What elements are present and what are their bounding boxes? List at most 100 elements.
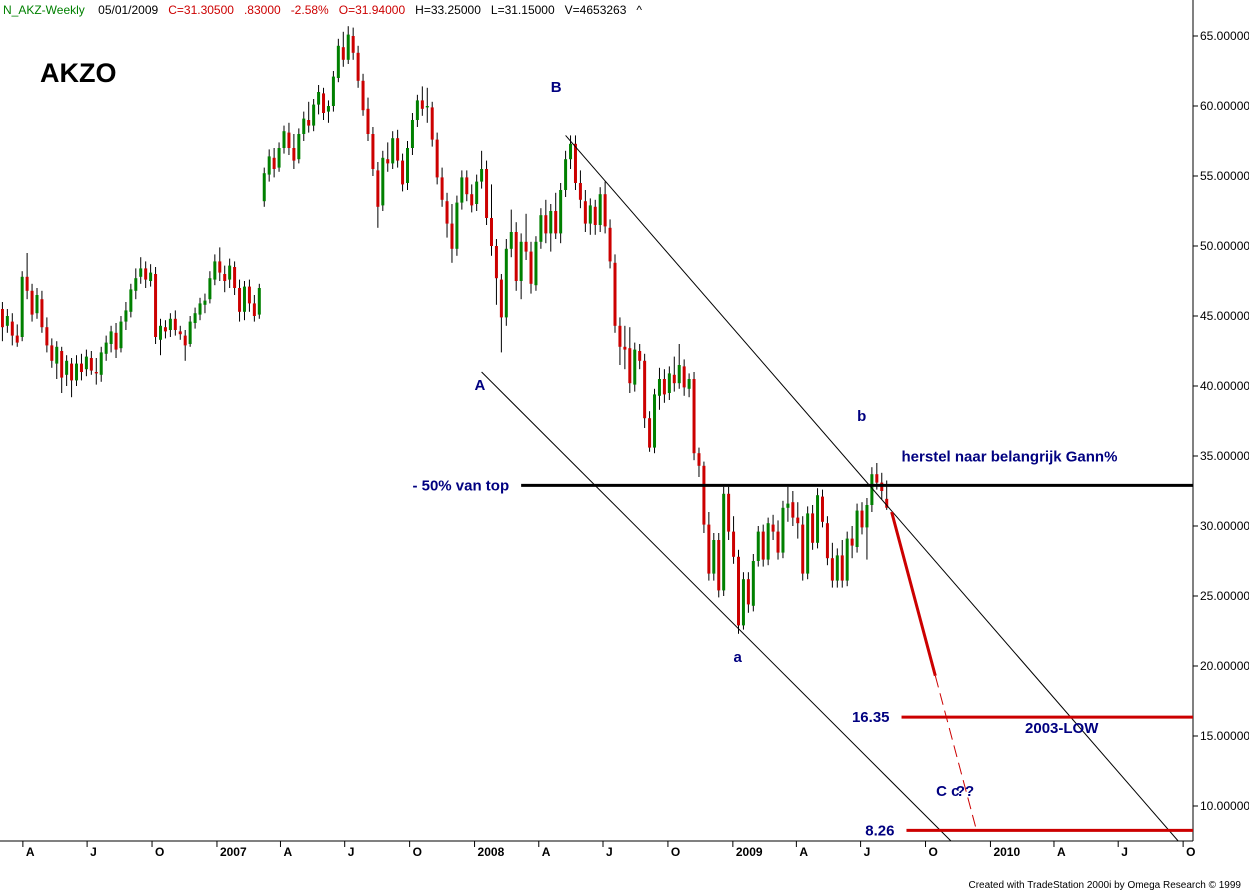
candle-body <box>70 363 74 381</box>
candle-body <box>218 261 222 273</box>
candle-body <box>75 363 79 381</box>
candle-body <box>677 365 681 384</box>
candle-body <box>702 465 706 525</box>
candle-body <box>509 232 513 249</box>
candle-body <box>801 524 805 574</box>
x-tick-label: A <box>542 845 551 859</box>
candle-body <box>410 120 414 148</box>
candle-body <box>267 156 271 175</box>
x-tick-label: J <box>864 845 871 859</box>
candle-body <box>776 531 780 553</box>
candle-body <box>55 346 59 364</box>
candle-body <box>717 540 721 591</box>
y-tick-label: 30.00000 <box>1200 519 1249 533</box>
candle-body <box>603 194 607 227</box>
candle-body <box>307 120 311 126</box>
candle-body <box>238 288 242 312</box>
candle-body <box>855 510 859 547</box>
candle-body <box>163 327 167 332</box>
candle-body <box>583 201 587 224</box>
candle-body <box>692 379 696 454</box>
candle-body <box>1 309 4 328</box>
candle-body <box>154 274 158 337</box>
candle-body <box>60 351 64 378</box>
candle-body <box>480 169 484 182</box>
candle-body <box>450 223 454 249</box>
low-label: L=31.15000 <box>490 3 555 17</box>
candle-body <box>356 52 360 81</box>
candle-body <box>519 241 523 281</box>
candle-body <box>104 342 108 354</box>
y-tick-label: 55.00000 <box>1200 169 1249 183</box>
candle-body <box>183 335 187 346</box>
candle-body <box>786 503 790 508</box>
candle-body <box>593 206 597 225</box>
candle-body <box>697 453 701 466</box>
candle-body <box>228 265 232 280</box>
candle-body <box>272 157 276 169</box>
candle-body <box>811 513 815 543</box>
level-label: - 50% van top <box>412 477 509 494</box>
high-label: H=33.25000 <box>415 3 481 17</box>
footer-credit: Created with TradeStation 2000i by Omega… <box>968 880 1241 891</box>
x-tick-label: O <box>929 845 938 859</box>
y-tick-label: 25.00000 <box>1200 589 1249 603</box>
candle-body <box>5 316 9 326</box>
candle-body <box>149 272 153 281</box>
candle-body <box>712 540 716 574</box>
candle-body <box>618 325 622 347</box>
candle-body <box>50 345 54 361</box>
candle-body <box>578 183 582 200</box>
candle-body <box>667 373 671 393</box>
candle-body <box>653 394 657 448</box>
candle-body <box>198 303 202 315</box>
chart-title: AKZO <box>40 58 117 88</box>
candle-body <box>707 524 711 574</box>
candle-body <box>514 232 518 281</box>
annotation-label: a <box>734 649 743 666</box>
candle-body <box>672 374 676 384</box>
annotation-label: A <box>475 377 486 394</box>
candle-body <box>613 262 617 326</box>
candle-body <box>35 295 39 314</box>
candle-body <box>875 474 879 483</box>
candle-body <box>336 45 340 78</box>
forecast-line-dashed <box>934 675 977 828</box>
candle-body <box>445 201 449 224</box>
candle-body <box>830 558 834 581</box>
candle-body <box>208 278 212 300</box>
candle-body <box>287 132 291 148</box>
candle-body <box>346 34 350 60</box>
candle-body <box>65 360 69 375</box>
change-pct-label: -2.58% <box>290 3 329 17</box>
candle-body <box>351 36 355 53</box>
candle-body <box>885 498 889 508</box>
annotation-label: C c <box>936 783 959 800</box>
candle-body <box>331 76 335 106</box>
candle-body <box>406 148 410 183</box>
x-tick-label: J <box>1121 845 1128 859</box>
candle-body <box>539 215 543 242</box>
candle-body <box>771 524 775 532</box>
x-tick-label: O <box>671 845 680 859</box>
y-tick-label: 65.00000 <box>1200 29 1249 43</box>
candle-body <box>223 274 227 281</box>
x-tick-label: A <box>799 845 808 859</box>
candle-body <box>732 531 736 557</box>
candle-body <box>15 335 19 343</box>
candle-body <box>10 321 14 336</box>
close-label: C=31.30500 <box>168 3 234 17</box>
candle-body <box>312 104 316 126</box>
candle-body <box>559 190 563 234</box>
candle-body <box>134 278 138 291</box>
candle-body <box>741 579 745 626</box>
candle-body <box>30 290 34 315</box>
x-tick-label: A <box>26 845 35 859</box>
caret-icon[interactable]: ^ <box>636 3 643 17</box>
candle-body <box>766 523 770 560</box>
candle-body <box>396 138 400 161</box>
candle-body <box>569 143 573 160</box>
candle-body <box>825 523 829 559</box>
candle-body <box>722 493 726 591</box>
